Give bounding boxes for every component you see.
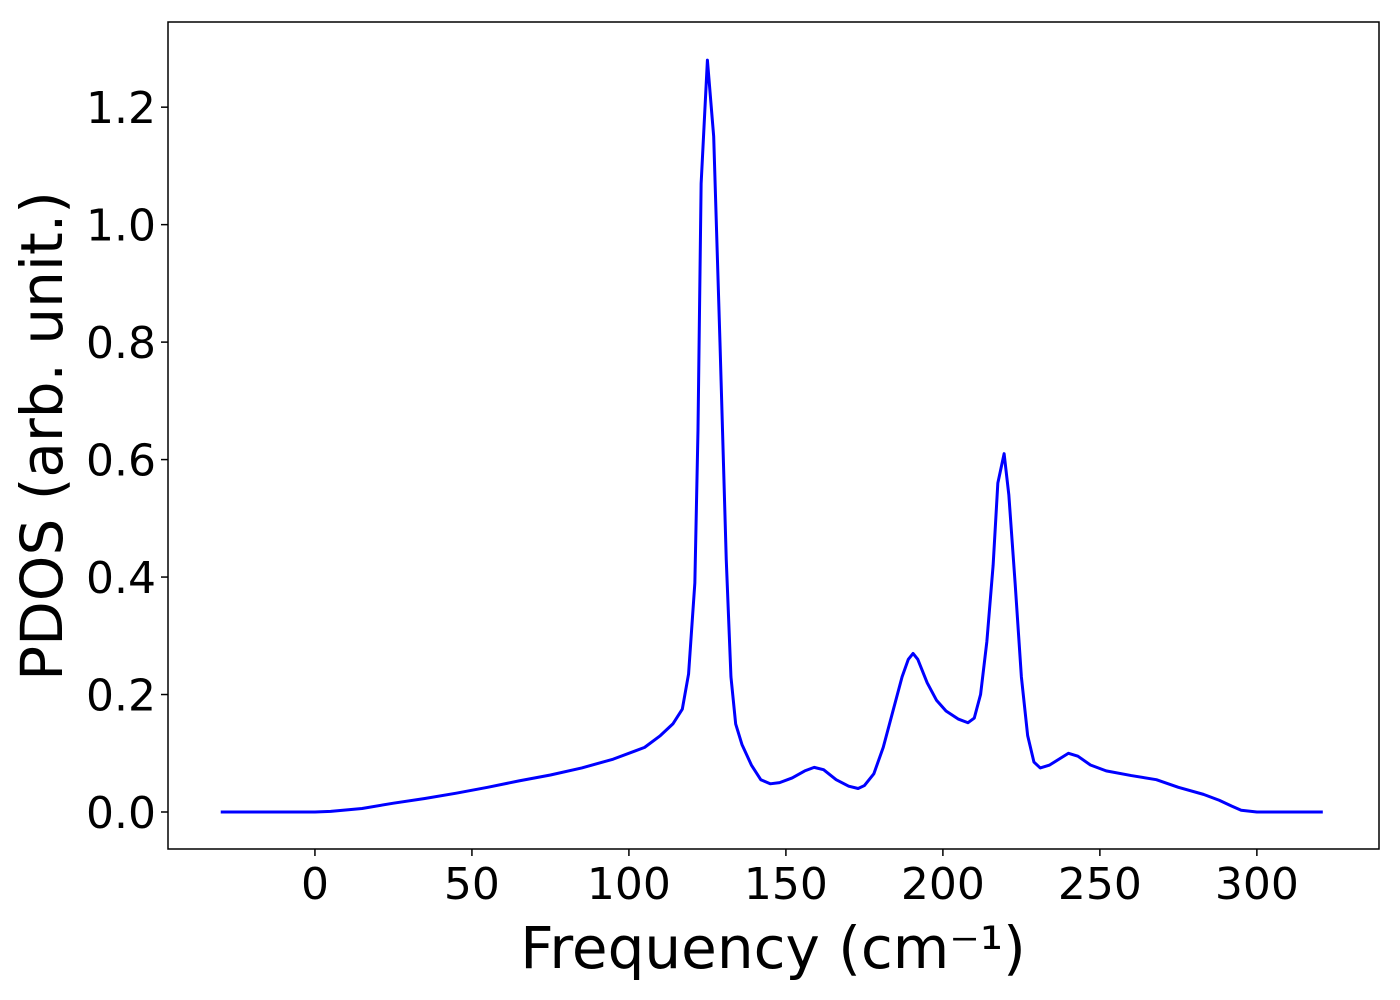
- y-tick-label: 0.6: [86, 436, 156, 487]
- x-tick-label: 100: [587, 859, 671, 910]
- y-tick-label: 0.0: [86, 788, 156, 839]
- data-line: [220, 58, 1323, 814]
- x-tick-label: 150: [744, 859, 828, 910]
- y-tick-label: 0.2: [86, 671, 156, 722]
- y-tick-label: 1.2: [86, 83, 156, 134]
- plot-frame: [167, 21, 1380, 850]
- x-tick-label: 50: [444, 859, 500, 910]
- x-tick-label: 200: [901, 859, 985, 910]
- x-tick-label: 300: [1215, 859, 1299, 910]
- y-axis-label: PDOS (arb. unit.): [8, 191, 76, 681]
- y-tick-label: 1.0: [86, 201, 156, 252]
- y-tick-label: 0.8: [86, 318, 156, 369]
- x-axis-label: Frequency (cm⁻¹): [520, 914, 1026, 982]
- x-tick-label: 250: [1058, 859, 1142, 910]
- y-tick-label: 0.4: [86, 553, 156, 604]
- x-tick-label: 0: [301, 859, 329, 910]
